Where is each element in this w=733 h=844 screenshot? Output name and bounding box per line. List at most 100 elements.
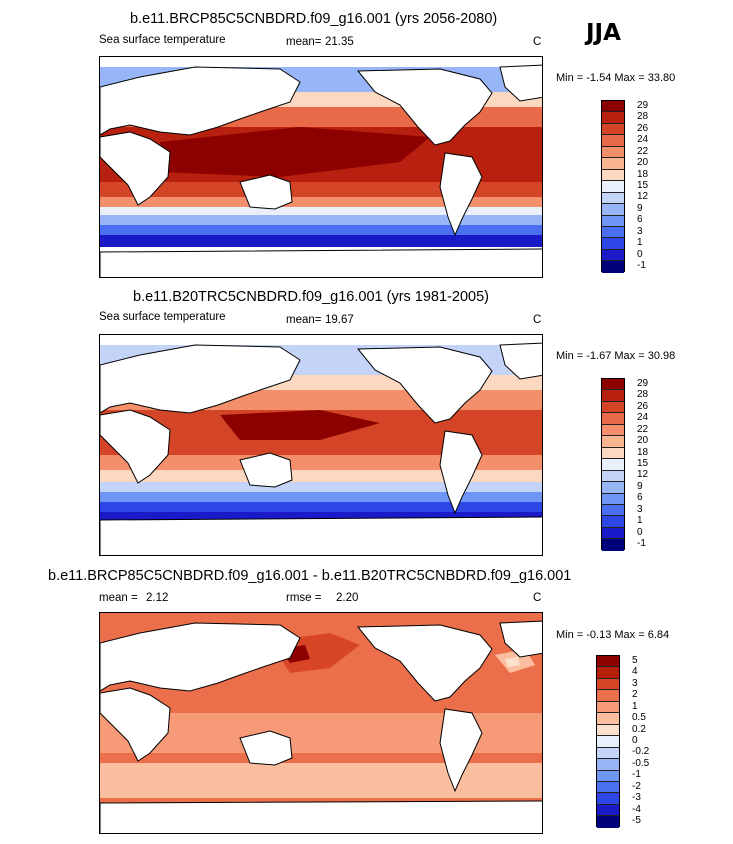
panel-3-colorbar: 5 4 3 2 1 0.5 0.2 0 -0.2 -0.5 -1 -2 -3 -4 -5 (596, 655, 649, 828)
colorbar-swatch (602, 482, 624, 494)
band-antarctic (100, 512, 542, 522)
colorbar-label: 26 (637, 400, 649, 412)
colorbar-swatch (602, 504, 624, 517)
colorbar-swatch (597, 690, 619, 702)
colorbar-label: 2 (632, 689, 638, 701)
colorbar-label: 22 (637, 145, 649, 157)
colorbar-swatch (602, 226, 624, 239)
colorbar-swatch (602, 249, 624, 262)
warm-pool (160, 127, 430, 177)
colorbar-swatch (597, 736, 619, 748)
south-america (439, 152, 483, 237)
colorbar-swatch (597, 770, 619, 782)
colorbar-swatch (602, 413, 624, 425)
antarctica (100, 248, 542, 277)
panel-1-title: b.e11.BRCP85C5CNBDRD.f09_g16.001 (yrs 20… (130, 11, 498, 27)
colorbar-swatch (602, 215, 624, 227)
colorbar-swatch (602, 527, 624, 540)
greenland-europe (499, 620, 542, 658)
colorbar-swatch (602, 470, 624, 483)
colorbar-label: -2 (632, 780, 641, 792)
colorbar-label: 3 (637, 503, 643, 515)
band-s-cool (100, 492, 542, 502)
colorbar-label: 28 (637, 389, 649, 401)
colorbar-swatch (602, 146, 624, 159)
colorbar-swatch (597, 804, 619, 817)
africa (100, 131, 171, 206)
colorbar-swatch (602, 169, 624, 182)
colorbar-label: -5 (632, 815, 641, 827)
colorbar-swatch (602, 424, 624, 437)
colorbar-swatch (597, 747, 619, 760)
colorbar-label: -1 (632, 769, 641, 781)
colorbar-swatch (602, 238, 624, 250)
colorbar-swatch (602, 459, 624, 471)
colorbar-label: 28 (637, 111, 649, 123)
colorbar-label: 6 (637, 214, 643, 226)
eurasia (100, 66, 301, 136)
colorbar-swatch (602, 135, 624, 147)
colorbar-swatch (597, 724, 619, 737)
eurasia (100, 622, 301, 692)
panel-2-title: b.e11.B20TRC5CNBDRD.f09_g16.001 (yrs 198… (133, 289, 489, 305)
colorbar-label: 15 (637, 180, 649, 191)
anomaly-north-atlantic-min (505, 657, 520, 667)
south-america (439, 430, 483, 515)
band-s-mid (100, 207, 542, 215)
colorbar-label: 0.5 (632, 712, 646, 724)
colorbar-swatch (602, 123, 624, 136)
colorbar-swatch (602, 181, 624, 193)
panel-3-rmse-label: rmse = (286, 592, 322, 604)
colorbar-label: 12 (637, 191, 649, 203)
colorbar-swatch (602, 436, 624, 448)
land-masses (100, 342, 542, 555)
colorbar-label: 9 (637, 480, 643, 492)
colorbar-label: 3 (632, 677, 638, 689)
band-s-sub (100, 455, 542, 470)
north-america (356, 346, 493, 424)
colorbar-label: 20 (637, 435, 649, 447)
colorbar-swatch (602, 447, 624, 460)
panel-3-mean-label: mean = (99, 592, 138, 604)
north-america (356, 68, 493, 146)
band-s-mid (100, 482, 542, 492)
colorbar-swatch (597, 759, 619, 771)
colorbar-label: 0.2 (632, 723, 646, 735)
band-s-sub (100, 182, 542, 197)
colorbar-swatch (602, 539, 624, 551)
panel-3-min-max: Min = -0.13 Max = 6.84 (556, 629, 670, 641)
colorbar-swatch (602, 493, 624, 505)
panel-2-variable-label: Sea surface temperature (99, 311, 226, 323)
panel-2-mean-value: 19.67 (325, 314, 354, 326)
colorbar-label: 0 (637, 526, 643, 538)
antarctica (100, 516, 542, 555)
colorbar-label: 18 (637, 168, 649, 180)
colorbar-swatch (597, 701, 619, 714)
colorbar-label: 9 (637, 202, 643, 214)
colorbar-swatch (602, 261, 624, 273)
colorbar-label: -4 (632, 803, 641, 815)
australia (239, 452, 293, 488)
panel-3-units: C (533, 592, 542, 604)
colorbar-label: 12 (637, 469, 649, 481)
panel-3-rmse-value: 2.20 (336, 592, 359, 604)
colorbar-label: -3 (632, 792, 641, 804)
africa (100, 687, 171, 762)
greenland-europe (499, 64, 542, 102)
colorbar-label: -0.5 (632, 757, 650, 769)
land-masses (100, 620, 542, 833)
colorbar-label: 29 (637, 99, 649, 111)
panel-1-units: C (533, 36, 542, 48)
colorbar-swatch (597, 793, 619, 805)
panel-1-map-svg (100, 57, 542, 277)
colorbar-label: 3 (637, 225, 643, 237)
colorbar-label: 6 (637, 492, 643, 504)
colorbar-swatch (597, 713, 619, 725)
band-s-warm (100, 470, 542, 482)
colorbar-label: 1 (637, 237, 643, 249)
colorbar-label: 4 (632, 666, 638, 678)
colorbar-label: 0 (637, 248, 643, 260)
eurasia (100, 344, 301, 414)
colorbar-label: 15 (637, 458, 649, 469)
colorbar-label: 5 (632, 654, 638, 666)
